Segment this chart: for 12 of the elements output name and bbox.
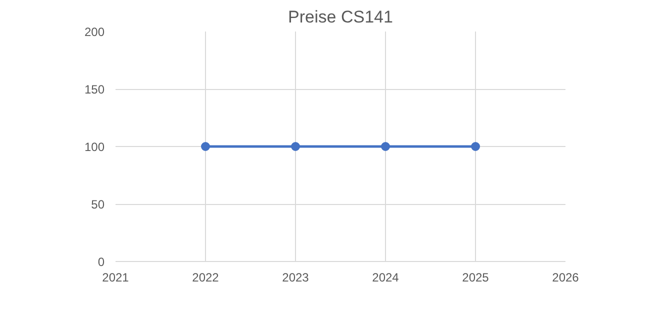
y-tick-label: 0 — [98, 255, 105, 269]
x-tick-label: 2023 — [282, 270, 310, 284]
chart-title: Preise CS141 — [288, 8, 393, 26]
x-tick-label: 2026 — [552, 270, 580, 284]
x-tick-label: 2024 — [372, 270, 400, 284]
x-tick-label: 2025 — [462, 270, 490, 284]
y-tick-label: 200 — [84, 25, 105, 39]
y-tick-label: 150 — [84, 82, 105, 96]
y-tick-label: 50 — [91, 198, 105, 212]
y-tick-label: 100 — [84, 140, 105, 154]
x-tick-label: 2021 — [102, 270, 130, 284]
x-tick-label: 2022 — [192, 270, 220, 284]
